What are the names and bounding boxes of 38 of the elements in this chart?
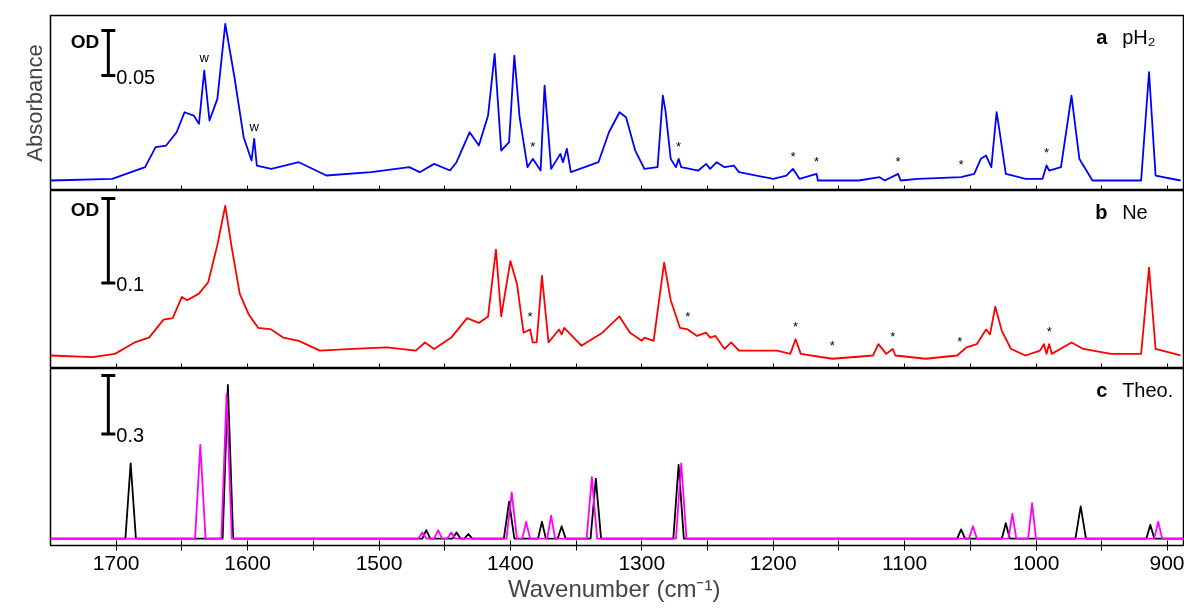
annotation: b: [1095, 201, 1108, 224]
annotation: *: [793, 318, 799, 334]
annotation: w: [198, 50, 210, 66]
annotation: *: [958, 156, 964, 172]
annotation: w: [248, 118, 260, 134]
annotation: *: [957, 333, 963, 349]
annotation: *: [685, 309, 691, 325]
annotation: *: [1044, 145, 1050, 161]
annotation: *: [1046, 323, 1052, 339]
y-axis-title: Absorbance: [21, 44, 47, 162]
annotation: OD: [70, 198, 100, 220]
x-tick-label: 1600: [224, 550, 271, 574]
annotation: *: [676, 138, 682, 154]
x-tick-label: 1700: [92, 550, 140, 574]
annotation: 0.1: [116, 273, 145, 296]
annotation: a: [1096, 26, 1109, 48]
annotation: *: [527, 309, 533, 325]
annotation: Theo.: [1122, 379, 1174, 402]
annotation: 0.3: [116, 423, 145, 446]
x-tick-label: 900: [1149, 550, 1184, 574]
annotation: *: [829, 338, 835, 354]
x-tick-label: 1000: [1012, 550, 1060, 574]
x-tick-label: 1200: [749, 550, 797, 574]
annotation: *: [890, 328, 896, 344]
annotation: c: [1096, 379, 1108, 402]
x-tick-label: 1400: [487, 550, 534, 574]
x-tick-label: 1100: [882, 550, 928, 574]
x-tick-label: 1300: [618, 550, 666, 574]
annotation: pH₂: [1122, 26, 1156, 48]
x-axis-title: Wavenumber (cm⁻¹): [507, 574, 721, 602]
annotation: *: [530, 138, 536, 154]
annotation: *: [895, 153, 901, 169]
annotation: OD: [70, 30, 100, 52]
x-tick-label: 1500: [355, 550, 403, 574]
annotation: *: [814, 153, 820, 169]
annotation: *: [790, 148, 796, 164]
annotation: Ne: [1122, 201, 1148, 224]
annotation: 0.05: [116, 65, 156, 88]
